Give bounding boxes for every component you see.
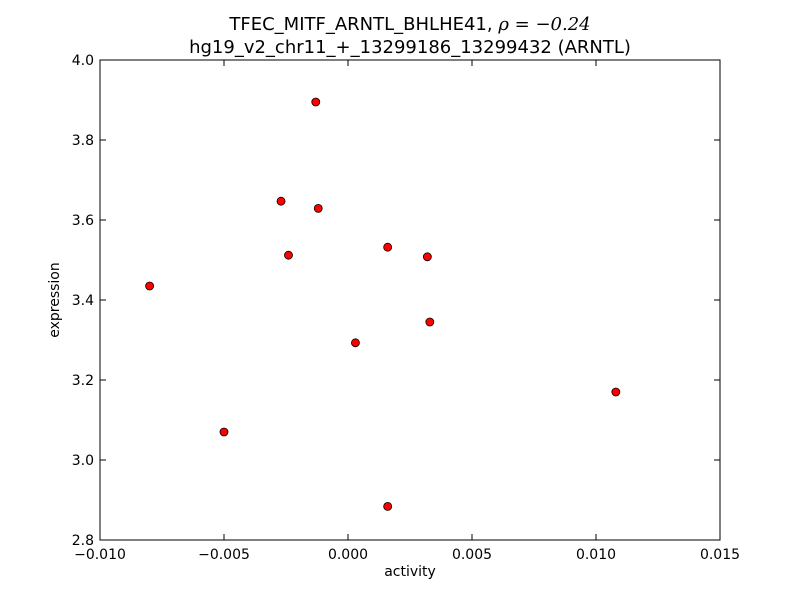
data-point — [219, 427, 229, 437]
data-point — [145, 281, 155, 291]
x-tick-label: −0.010 — [74, 547, 126, 563]
data-point — [383, 501, 393, 511]
y-tick-label: 3.0 — [72, 453, 94, 469]
data-point — [383, 242, 393, 252]
data-point — [425, 317, 435, 327]
y-tick-label: 3.6 — [72, 213, 94, 229]
y-tick-label: 3.4 — [72, 293, 94, 309]
y-axis-label: expression — [47, 262, 63, 338]
x-tick-label: 0.015 — [700, 547, 740, 563]
x-axis-ticks: −0.010 −0.005 0.000 0.005 0.010 0.015 — [74, 60, 740, 563]
data-point — [422, 252, 432, 262]
chart-title: TFEC_MITF_ARNTL_BHLHE41, ρ = −0.24 — [228, 14, 590, 35]
y-tick-label: 3.2 — [72, 373, 94, 389]
data-point — [311, 97, 321, 107]
data-points — [145, 97, 621, 511]
data-point — [351, 338, 360, 348]
data-point — [284, 250, 293, 260]
plot-frame — [99, 59, 721, 541]
chart-title-correlation: ρ = −0.24 — [497, 14, 590, 35]
y-tick-label: 2.8 — [72, 533, 94, 549]
chart-title-group: TFEC_MITF_ARNTL_BHLHE41, ρ = −0.24 hg19_… — [189, 14, 631, 58]
plot-area — [100, 60, 720, 540]
data-point — [313, 203, 323, 213]
chart-subtitle: hg19_v2_chr11_+_13299186_13299432 (ARNTL… — [189, 37, 631, 58]
y-tick-label: 4.0 — [72, 53, 94, 69]
x-axis-label: activity — [384, 564, 436, 580]
chart-title-text: TFEC_MITF_ARNTL_BHLHE41, — [228, 14, 498, 35]
x-tick-label: 0.005 — [452, 547, 492, 563]
x-tick-label: −0.005 — [198, 547, 250, 563]
data-point — [276, 196, 286, 206]
x-tick-label: 0.000 — [328, 547, 368, 563]
x-tick-label: 0.010 — [576, 547, 616, 563]
data-point — [611, 387, 621, 397]
y-tick-label: 3.8 — [72, 133, 94, 149]
